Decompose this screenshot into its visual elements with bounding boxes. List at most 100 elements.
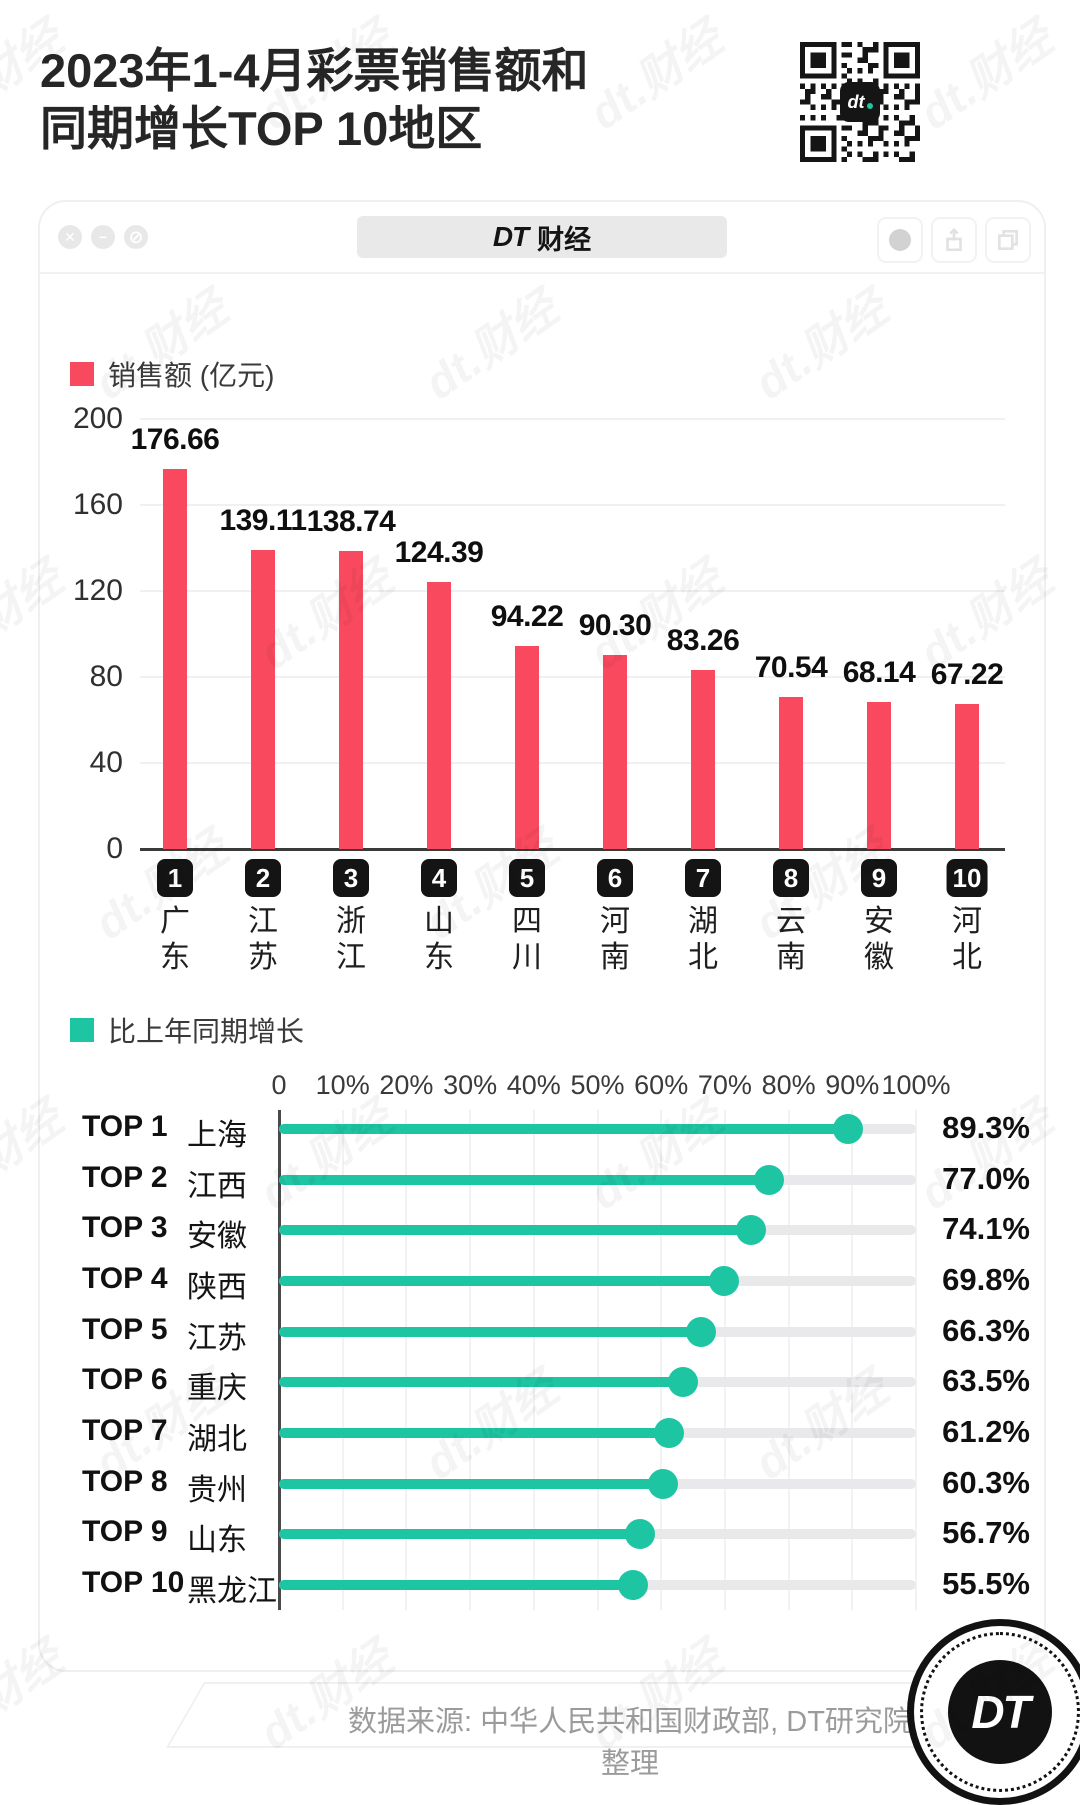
gridline: [596, 1110, 599, 1610]
lollipop-line: [279, 1377, 683, 1387]
growth-rank-label: TOP 9: [82, 1515, 168, 1548]
qr-center-logo: dt: [840, 82, 880, 122]
growth-rank-label: TOP 6: [82, 1363, 168, 1396]
growth-region-label: 陕西: [187, 1271, 247, 1304]
gridline: [915, 1110, 917, 1610]
record-button[interactable]: [877, 217, 923, 263]
bar-value-label: 70.54: [754, 651, 828, 684]
growth-value-label: 74.1%: [942, 1211, 1030, 1246]
watermark-text: dt.财经: [1069, 813, 1080, 952]
copy-button[interactable]: [985, 217, 1031, 263]
bar-category-label: 广 东: [160, 905, 190, 974]
sales-legend-swatch: [70, 362, 94, 386]
record-icon: [889, 229, 911, 251]
bar: [339, 551, 363, 849]
x-tick-label: 0: [271, 1070, 287, 1100]
qr-center-label: dt: [847, 92, 865, 112]
sales-legend: 销售额 (亿元): [70, 354, 274, 394]
gridline: [341, 1110, 344, 1610]
lollipop-line: [279, 1225, 751, 1235]
dt-logo-disc: DT: [948, 1660, 1052, 1764]
lollipop-line: [279, 1276, 724, 1286]
bar-category-label: 山 东: [424, 905, 454, 974]
tab-label: 财经: [537, 224, 592, 255]
gridline: [405, 1110, 408, 1610]
bar-category-label: 云 南: [776, 905, 806, 974]
block-icon[interactable]: ⊘: [124, 225, 148, 249]
growth-region-label: 湖北: [187, 1423, 247, 1456]
bar-category-label: 河 南: [600, 905, 630, 974]
y-tick-label: 0: [106, 832, 123, 865]
rank-badge: 3: [333, 859, 369, 897]
gridline: [140, 762, 1005, 764]
rank-badge: 8: [773, 859, 809, 897]
lollipop-line: [279, 1327, 701, 1337]
rank-badge: 1: [157, 859, 193, 897]
growth-rank-label: TOP 5: [82, 1313, 168, 1346]
share-icon: [946, 227, 962, 252]
x-tick-label: 60%: [634, 1070, 689, 1100]
sales-legend-label: 销售额 (亿元): [108, 360, 275, 391]
lollipop-dot: [618, 1570, 648, 1600]
bar: [691, 670, 715, 849]
growth-value-label: 61.2%: [942, 1414, 1030, 1449]
lollipop-dot: [709, 1266, 739, 1296]
rank-badge: 9: [861, 859, 897, 897]
gridline: [469, 1110, 472, 1610]
close-icon[interactable]: ✕: [58, 225, 82, 249]
growth-region-label: 江苏: [187, 1322, 247, 1355]
lollipop-line: [279, 1529, 640, 1539]
bar-value-label: 138.74: [306, 505, 396, 538]
gridline: [532, 1110, 535, 1610]
bar-value-label: 83.26: [666, 624, 740, 657]
growth-value-label: 66.3%: [942, 1313, 1030, 1348]
gridline: [140, 676, 1005, 678]
tab-brand-logo: DT: [492, 221, 529, 252]
lollipop-line: [279, 1124, 848, 1134]
qr-code: [800, 42, 920, 162]
bar-value-label: 139.11: [219, 504, 307, 537]
x-tick-label: 20%: [379, 1070, 434, 1100]
bar-category-label: 江 苏: [248, 905, 278, 974]
growth-value-label: 60.3%: [942, 1465, 1030, 1500]
bar-category-label: 湖 北: [688, 905, 718, 974]
bar: [427, 582, 451, 849]
gridline: [140, 504, 1005, 506]
lollipop-line: [279, 1428, 669, 1438]
share-button[interactable]: [931, 217, 977, 263]
x-tick-label: 100%: [881, 1070, 951, 1100]
lollipop-dot: [833, 1114, 863, 1144]
bar-category-label: 河 北: [952, 905, 982, 974]
y-axis-line: [278, 1110, 281, 1610]
browser-window: ✕ − ⊘ DT 财经 销售额 (亿元) 200 160 120 80 40 0 176.6…: [38, 200, 1046, 1672]
copy-icon: [998, 230, 1018, 250]
growth-rank-label: TOP 4: [82, 1262, 168, 1295]
bar-value-label: 124.39: [394, 536, 484, 569]
x-tick-label: 90%: [825, 1070, 880, 1100]
growth-value-label: 63.5%: [942, 1363, 1030, 1398]
lollipop-line: [279, 1580, 633, 1590]
growth-legend: 比上年同期增长: [70, 1010, 304, 1050]
watermark-text: dt.财经: [904, 3, 1063, 142]
growth-lollipop-chart: 0 10% 20% 30% 40% 50% 60% 70% 80% 90% 100% TOP 1 上海 8…: [40, 202, 1044, 1670]
bar-category-label: 四 川: [512, 905, 542, 974]
growth-rank-label: TOP 3: [82, 1211, 168, 1244]
browser-tab[interactable]: DT 财经: [357, 216, 727, 258]
rank-badge: 7: [685, 859, 721, 897]
lollipop-dot: [736, 1215, 766, 1245]
gridline: [723, 1110, 726, 1610]
bar-value-label: 68.14: [842, 656, 916, 689]
bar-category-label: 安 徽: [864, 905, 894, 974]
dt-logo-badge: DT: [907, 1619, 1080, 1805]
bar: [867, 702, 891, 849]
rank-badge: 5: [509, 859, 545, 897]
bar: [515, 646, 539, 849]
rank-badge: 4: [421, 859, 457, 897]
growth-value-label: 89.3%: [942, 1110, 1030, 1145]
dt-logo-text: DT: [971, 1686, 1030, 1738]
bar: [603, 655, 627, 849]
growth-rank-label: TOP 7: [82, 1414, 168, 1447]
minimize-icon[interactable]: −: [91, 225, 115, 249]
rank-badge: 6: [597, 859, 633, 897]
bar: [779, 697, 803, 849]
